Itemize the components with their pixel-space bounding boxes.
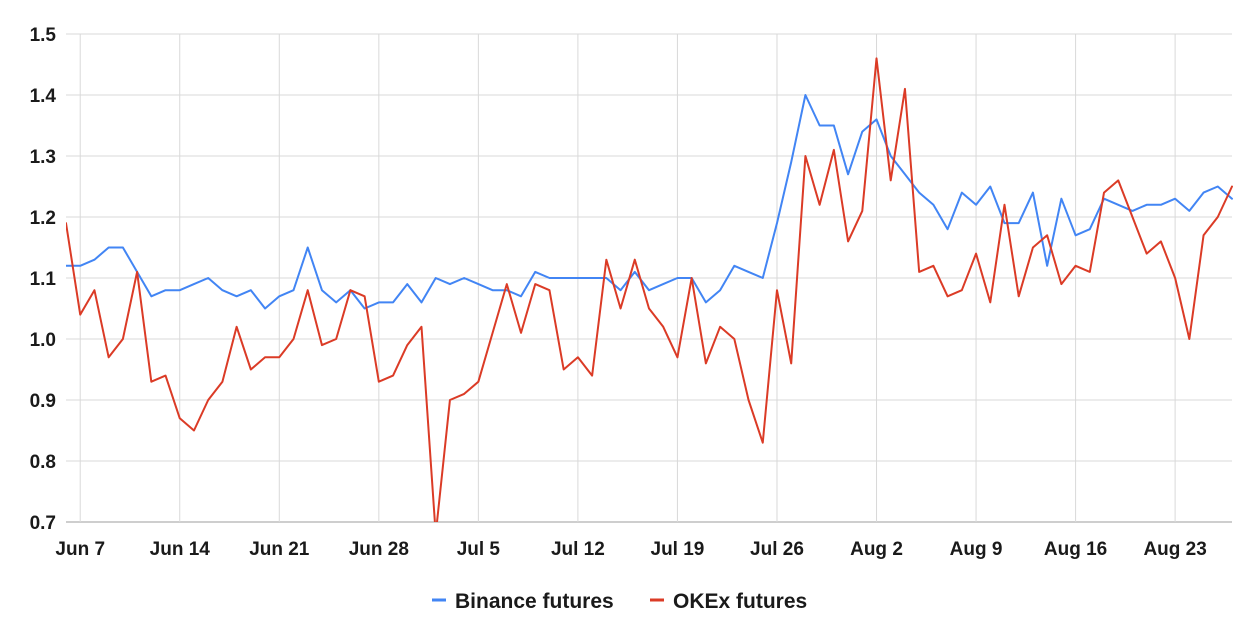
y-tick-label: 0.9 [30,391,56,412]
gridlines [66,33,1232,523]
y-tick-label: 1.5 [30,25,57,46]
y-tick-label: 1.2 [30,208,56,229]
y-tick-label: 1.4 [30,86,57,107]
legend-label: Binance futures [455,590,614,613]
x-axis: Jun 7 Jun 14 Jun 21 Jun 28 Jul 5 Jul 12 Jul 19… [55,539,1206,560]
x-tick-label: Jul 26 [750,539,804,560]
y-tick-label: 1.0 [30,330,56,351]
series-line-okex [66,57,1233,522]
x-tick-label: Jun 14 [150,539,211,560]
x-tick-label: Jul 19 [651,539,705,560]
x-tick-label: Jul 5 [457,539,501,560]
y-tick-label: 0.8 [30,452,56,473]
x-tick-label: Jun 21 [249,539,310,560]
x-tick-label: Aug 23 [1143,539,1206,560]
y-tick-label: 0.7 [30,513,56,534]
x-tick-label: Jun 28 [349,539,409,560]
series-lines [66,57,1233,522]
x-tick-label: Aug 2 [850,539,903,560]
legend-label: OKEx futures [673,590,807,613]
legend: Binance futures OKEx futures [432,590,807,613]
series-line-binance [66,94,1233,310]
y-tick-label: 1.3 [30,147,56,168]
y-tick-label: 1.1 [30,269,57,290]
x-tick-label: Aug 9 [950,539,1003,560]
x-tick-label: Jul 12 [551,539,605,560]
y-axis: 0.7 0.8 0.9 1.0 1.1 1.2 1.3 1.4 1.5 [30,25,57,534]
x-tick-label: Aug 16 [1044,539,1107,560]
x-tick-label: Jun 7 [55,539,105,560]
